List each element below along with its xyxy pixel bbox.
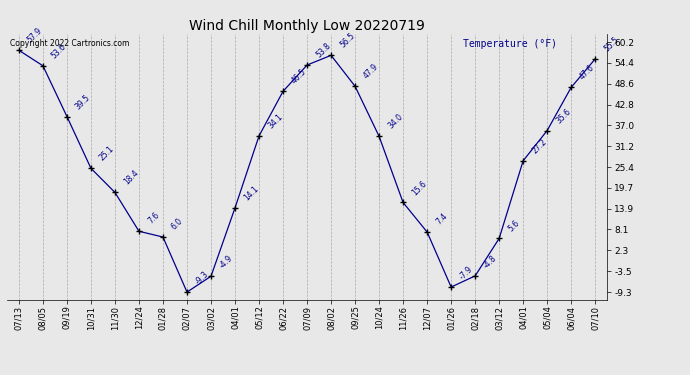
Text: 39.5: 39.5 — [74, 93, 92, 111]
Text: 53.6: 53.6 — [50, 42, 68, 60]
Text: -4.8: -4.8 — [482, 254, 499, 270]
Text: 25.1: 25.1 — [98, 144, 116, 163]
Text: 7.6: 7.6 — [146, 211, 161, 226]
Text: 15.6: 15.6 — [410, 178, 428, 197]
Text: Temperature (°F): Temperature (°F) — [463, 39, 557, 49]
Text: Copyright 2022 Cartronics.com: Copyright 2022 Cartronics.com — [10, 39, 129, 48]
Text: -9.3: -9.3 — [194, 270, 211, 286]
Text: 47.6: 47.6 — [578, 63, 597, 82]
Text: 18.4: 18.4 — [122, 169, 140, 187]
Title: Wind Chill Monthly Low 20220719: Wind Chill Monthly Low 20220719 — [189, 19, 425, 33]
Text: 35.6: 35.6 — [554, 106, 573, 125]
Text: 53.8: 53.8 — [314, 41, 333, 60]
Text: 34.1: 34.1 — [266, 112, 284, 130]
Text: 14.1: 14.1 — [242, 184, 260, 203]
Text: 46.5: 46.5 — [290, 68, 308, 86]
Text: 55.5: 55.5 — [602, 35, 620, 53]
Text: 57.9: 57.9 — [26, 26, 44, 45]
Text: 5.6: 5.6 — [506, 218, 521, 233]
Text: -7.9: -7.9 — [458, 265, 475, 282]
Text: 56.5: 56.5 — [338, 32, 357, 50]
Text: -4.9: -4.9 — [218, 254, 235, 271]
Text: 7.4: 7.4 — [434, 211, 449, 226]
Text: 34.0: 34.0 — [386, 112, 404, 131]
Text: 6.0: 6.0 — [170, 216, 185, 231]
Text: 47.9: 47.9 — [362, 62, 380, 81]
Text: 27.2: 27.2 — [530, 137, 549, 155]
